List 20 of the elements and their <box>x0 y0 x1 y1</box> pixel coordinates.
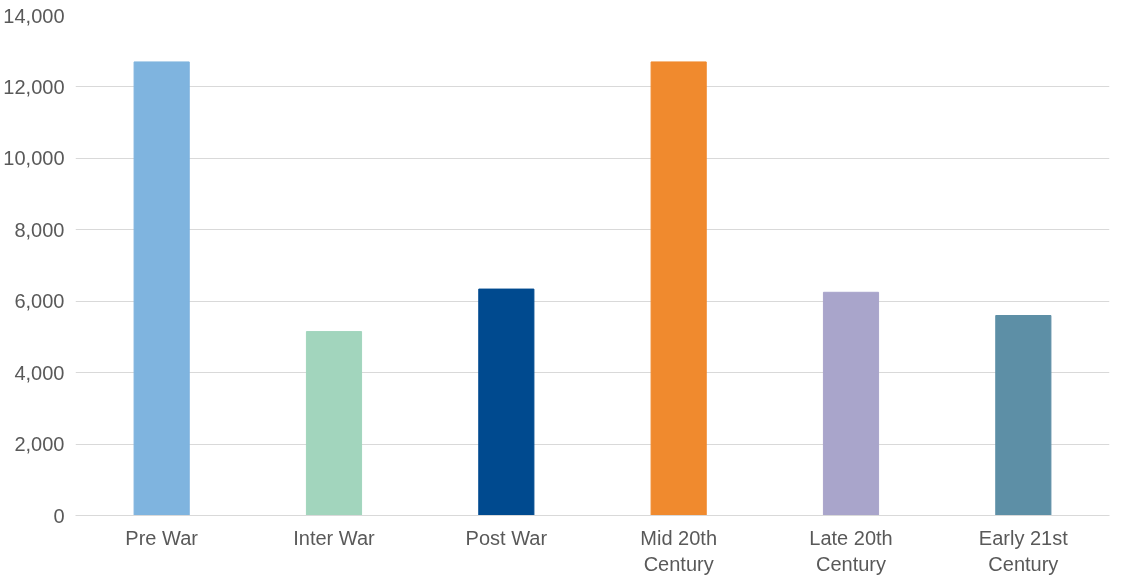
x-tick-label: Late 20th Century <box>809 526 893 575</box>
bar <box>478 288 535 516</box>
y-tick-label: 2,000 <box>14 433 65 456</box>
bar <box>822 291 880 516</box>
y-tick-label: 0 <box>53 504 65 527</box>
x-tick-label: Inter War <box>293 526 376 549</box>
bar <box>995 315 1052 516</box>
x-tick-label: Post War <box>465 526 548 549</box>
bar <box>305 331 363 516</box>
y-tick-label: 4,000 <box>14 361 65 384</box>
bar <box>133 61 190 516</box>
x-tick-label: Mid 20th Century <box>640 526 718 575</box>
y-tick-label: 10,000 <box>3 147 65 170</box>
x-tick-label: Pre War <box>125 526 199 549</box>
y-tick-label: 8,000 <box>14 218 65 241</box>
y-tick-label: 14,000 <box>3 4 65 27</box>
y-tick-label: 12,000 <box>3 75 65 98</box>
y-tick-label: 6,000 <box>14 290 65 313</box>
x-tick-label: Early 21st Century <box>978 526 1069 575</box>
bar <box>650 61 707 516</box>
